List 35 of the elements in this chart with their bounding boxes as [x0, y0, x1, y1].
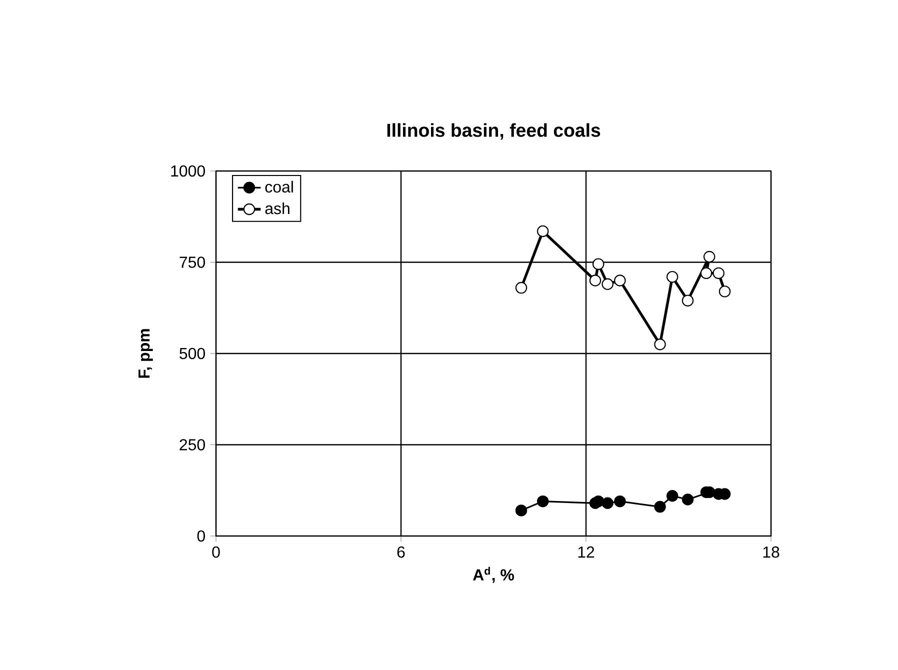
point: [712, 267, 724, 280]
y-tick-label: 250: [180, 439, 205, 450]
point: [654, 500, 666, 513]
point: [700, 267, 712, 280]
chart-title: Illinois basin, feed coals: [387, 123, 600, 140]
point: [592, 258, 604, 270]
y-tick-label: 500: [180, 348, 205, 360]
point: [614, 274, 626, 286]
x-tick-label: 0: [212, 546, 220, 558]
y-tick-label: 1000: [171, 165, 205, 177]
point: [666, 490, 678, 502]
point: [536, 225, 549, 238]
point: [602, 278, 614, 290]
x-tick-label: 18: [763, 546, 780, 558]
point: [515, 504, 528, 516]
point: [718, 286, 731, 298]
point: [536, 495, 549, 508]
point: [703, 250, 716, 263]
y-axis-title: F, ppm: [138, 329, 153, 378]
legend-label: coal: [265, 180, 293, 193]
x-tick-label: 12: [578, 546, 594, 558]
point: [515, 282, 528, 294]
point: [614, 495, 626, 508]
point: [589, 274, 602, 286]
x-axis-title: A$^{d}$, %: [472, 566, 514, 583]
legend-label: ash: [265, 202, 290, 214]
point: [682, 294, 694, 306]
point: [666, 270, 678, 283]
point: [592, 495, 604, 508]
y-tick-label: 750: [180, 256, 205, 268]
point: [682, 494, 694, 506]
y-tick-label: 0: [197, 530, 205, 542]
point: [654, 338, 666, 350]
point: [602, 497, 614, 510]
x-tick-label: 6: [397, 546, 405, 558]
